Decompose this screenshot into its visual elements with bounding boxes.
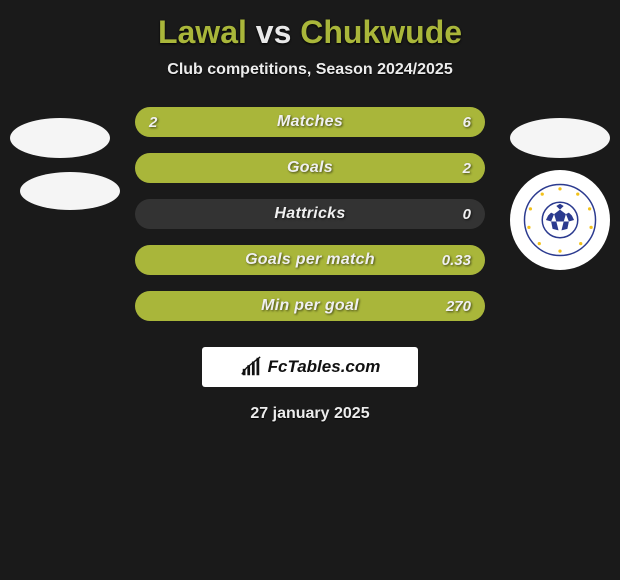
player1-photo-placeholder bbox=[10, 118, 110, 158]
page-title: Lawal vs Chukwude bbox=[0, 14, 620, 51]
stat-bar: 0.33Goals per match bbox=[135, 245, 485, 275]
bar-chart-icon bbox=[240, 356, 262, 378]
player2-club-badge bbox=[510, 170, 610, 270]
stat-bar: 0Hattricks bbox=[135, 199, 485, 229]
subtitle: Club competitions, Season 2024/2025 bbox=[0, 61, 620, 79]
title-player2: Chukwude bbox=[300, 14, 462, 50]
stat-label: Goals per match bbox=[135, 245, 485, 275]
fctables-logo[interactable]: FcTables.com bbox=[202, 347, 418, 387]
stat-label: Min per goal bbox=[135, 291, 485, 321]
title-vs: vs bbox=[256, 14, 292, 50]
fctables-logo-text: FcTables.com bbox=[268, 357, 381, 377]
stat-bar: 26Matches bbox=[135, 107, 485, 137]
stat-label: Goals bbox=[135, 153, 485, 183]
stat-label: Hattricks bbox=[135, 199, 485, 229]
snapshot-date: 27 january 2025 bbox=[0, 405, 620, 423]
title-player1: Lawal bbox=[158, 14, 247, 50]
stat-rows: 26Matches 2Goals 0Hattricks 0.33Goals per m… bbox=[135, 107, 485, 321]
stat-bar: 270Min per goal bbox=[135, 291, 485, 321]
player2-photo-placeholder bbox=[510, 118, 610, 158]
stat-bar: 2Goals bbox=[135, 153, 485, 183]
sunshine-stars-badge-icon bbox=[523, 183, 597, 257]
content: Lawal vs Chukwude Club competitions, Sea… bbox=[0, 0, 620, 580]
player1-club-placeholder bbox=[20, 172, 120, 210]
stat-label: Matches bbox=[135, 107, 485, 137]
